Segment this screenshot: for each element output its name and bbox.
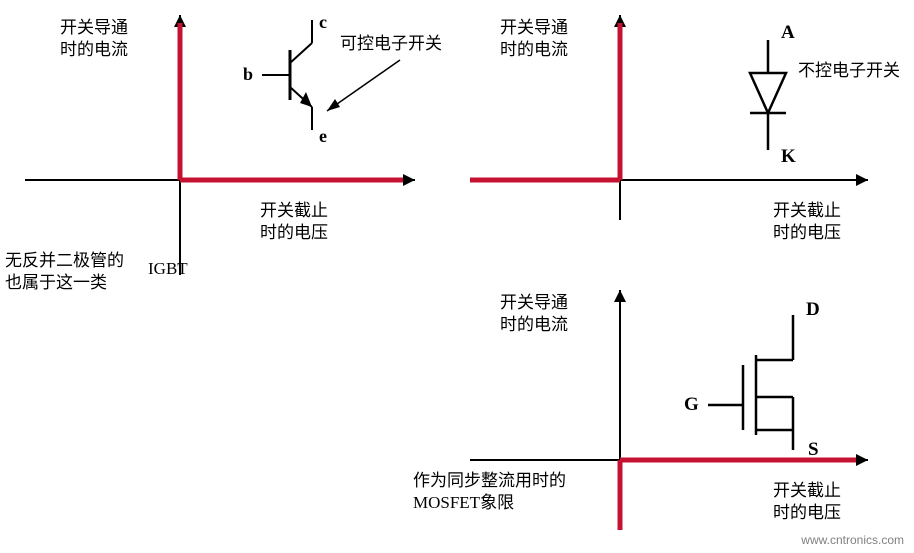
caption-left: 作为同步整流用时的 MOSFET象限 (413, 470, 566, 514)
xlabel: 开关截止 时的电压 (260, 200, 328, 244)
ylabel: 开关导通 时的电流 (60, 17, 128, 61)
terminal-e: e (319, 125, 327, 148)
diode-symbol (750, 40, 786, 150)
symbol-label: 不控电子开关 (798, 60, 900, 82)
caption-right: IGBT (148, 258, 188, 280)
terminal-g: G (684, 393, 699, 418)
xlabel: 开关截止 时的电压 (773, 480, 841, 524)
diagram-mosfet: 开关导通 时的电流 开关截止 时的电压 D G S 作为同步整流用时的 MOSF… (468, 280, 908, 540)
xlabel: 开关截止 时的电压 (773, 200, 841, 244)
terminal-k: K (781, 145, 796, 170)
caption-left: 无反并二极管的 也属于这一类 (5, 250, 124, 294)
ylabel: 开关导通 时的电流 (500, 17, 568, 61)
terminal-c: c (319, 11, 327, 34)
diagram-diode: 开关导通 时的电流 开关截止 时的电压 A K 不控电子开关 (468, 5, 908, 265)
bjt-symbol (262, 20, 312, 130)
terminal-s: S (808, 438, 819, 463)
mosfet-symbol (708, 315, 793, 450)
terminal-d: D (806, 298, 820, 323)
symbol-label: 可控电子开关 (340, 33, 442, 55)
terminal-b: b (243, 63, 253, 86)
diagram-igbt: 开关导通 时的电流 开关截止 时的电压 c b e 可控电子开关 无反并二极管的… (5, 5, 465, 295)
ylabel: 开关导通 时的电流 (500, 292, 568, 336)
watermark: www.cntronics.com (801, 533, 904, 547)
terminal-a: A (781, 21, 795, 46)
